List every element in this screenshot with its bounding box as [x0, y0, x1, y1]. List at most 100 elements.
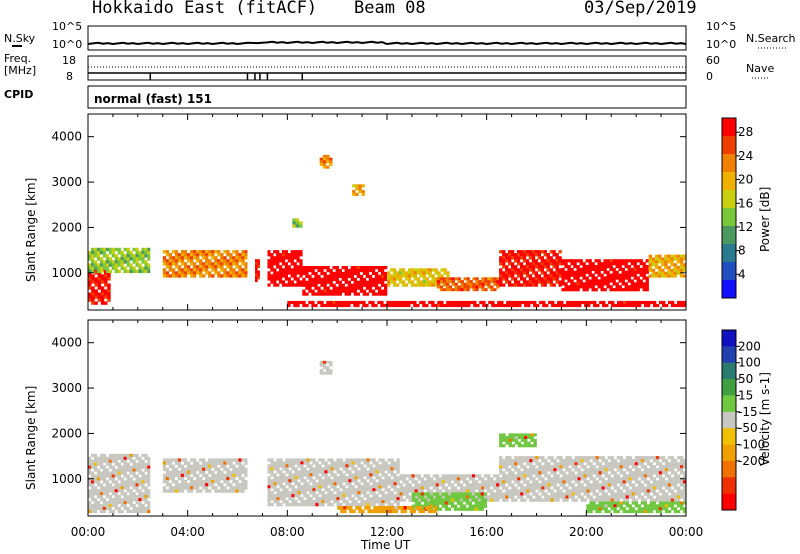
heatmap-cell: [123, 453, 127, 457]
heatmap-cell: [129, 465, 133, 469]
heatmap-cell: [93, 498, 98, 502]
heatmap-cell: [536, 303, 540, 308]
heatmap-cell: [592, 456, 596, 460]
heatmap-cell: [144, 462, 148, 466]
heatmap-cell: [609, 273, 613, 277]
heatmap-cell: [469, 285, 473, 289]
heatmap-cell: [326, 280, 330, 284]
heatmap-cell: [323, 289, 327, 293]
heatmap-cell: [505, 274, 509, 278]
heatmap-cell: [321, 479, 325, 483]
heatmap-cell: [317, 286, 321, 290]
heatmap-cell: [496, 474, 500, 478]
heatmap-cell: [171, 458, 176, 462]
colorbar-tick-label: 20: [738, 173, 753, 187]
heatmap-cell: [390, 494, 394, 498]
heatmap-cell: [96, 492, 101, 496]
heatmap-cell: [199, 489, 203, 493]
heatmap-cell: [396, 497, 400, 501]
heatmap-cell: [641, 300, 645, 305]
heatmap-cell: [562, 477, 566, 481]
heatmap-cell: [356, 300, 360, 305]
heatmap-cell: [297, 491, 301, 495]
heatmap-cell: [202, 250, 206, 254]
heatmap-cell: [423, 486, 427, 490]
heatmap-cell: [120, 483, 124, 487]
heatmap-cell: [543, 283, 547, 287]
heatmap-cell: [241, 262, 245, 266]
heatmap-cell: [129, 251, 133, 255]
heatmap-cell: [460, 285, 464, 289]
heatmap-cell: [558, 268, 562, 272]
heatmap-cell: [288, 470, 292, 474]
heatmap-cell: [360, 491, 364, 495]
heatmap-cell: [652, 468, 657, 472]
heatmap-cell: [431, 303, 435, 308]
heatmap-cell: [423, 495, 427, 499]
heatmap-cell: [177, 461, 182, 465]
heatmap-cell: [524, 444, 528, 448]
heatmap-cell: [381, 482, 385, 486]
heatmap-cell: [658, 268, 662, 272]
heatmap-cell: [97, 295, 102, 299]
heatmap-cell: [217, 271, 221, 275]
heatmap-cell: [354, 461, 358, 465]
heatmap-cell: [187, 259, 191, 263]
heatmap-cell: [673, 480, 678, 484]
heatmap-cell: [193, 458, 197, 462]
heatmap-cell: [193, 486, 197, 490]
heatmap-cell: [235, 274, 239, 278]
heatmap-cell: [553, 480, 557, 484]
heatmap-cell: [649, 462, 654, 466]
heatmap-cell: [315, 470, 319, 474]
heatmap-cell: [586, 462, 590, 466]
heatmap-cell: [96, 257, 101, 261]
heatmap-cell: [511, 250, 515, 254]
heatmap-cell: [601, 486, 605, 490]
heatmap-cell: [388, 506, 392, 510]
heatmap-cell: [324, 494, 328, 498]
heatmap-cell: [634, 471, 639, 475]
heatmap-cell: [94, 280, 98, 284]
heatmap-cell: [435, 486, 439, 490]
heatmap-cell: [618, 259, 622, 263]
heatmap-cell: [535, 462, 539, 466]
heatmap-cell: [223, 250, 227, 254]
heatmap-cell: [530, 433, 534, 437]
heatmap-cell: [281, 250, 286, 254]
heatmap-cell: [574, 492, 578, 496]
heatmap-cell: [319, 163, 324, 166]
heatmap-cell: [499, 444, 503, 448]
heatmap-cell: [294, 482, 298, 486]
heatmap-cell: [311, 292, 315, 296]
heatmap-cell: [162, 259, 167, 263]
heatmap-cell: [402, 486, 406, 490]
heatmap-cell: [526, 483, 530, 487]
heatmap-cell: [291, 494, 295, 498]
heatmap-cell: [456, 474, 461, 478]
heatmap-cell: [538, 471, 542, 475]
heatmap-cell: [636, 282, 640, 286]
heatmap-cell: [254, 270, 258, 274]
heatmap-cell: [621, 282, 625, 286]
heatmap-cell: [597, 259, 601, 263]
heatmap-cell: [519, 277, 524, 281]
heatmap-cell: [564, 265, 568, 269]
heatmap-cell: [180, 486, 185, 490]
heatmap-cell: [559, 465, 563, 469]
heatmap-cell: [422, 303, 426, 308]
heatmap-cell: [135, 269, 139, 274]
heatmap-cell: [637, 468, 642, 472]
velocity-ylabel: Slant Range [km]: [24, 385, 38, 490]
heatmap-cell: [477, 504, 481, 508]
heatmap-cell: [299, 274, 303, 278]
heatmap-cell: [342, 479, 346, 483]
heatmap-cell: [533, 441, 537, 445]
heatmap-cell: [590, 300, 594, 305]
heatmap-cell: [235, 265, 239, 269]
heatmap-cell: [321, 473, 325, 477]
heatmap-cell: [528, 277, 533, 281]
heatmap-cell: [129, 269, 133, 274]
heatmap-cell: [214, 271, 218, 275]
heatmap-cell: [329, 360, 333, 364]
